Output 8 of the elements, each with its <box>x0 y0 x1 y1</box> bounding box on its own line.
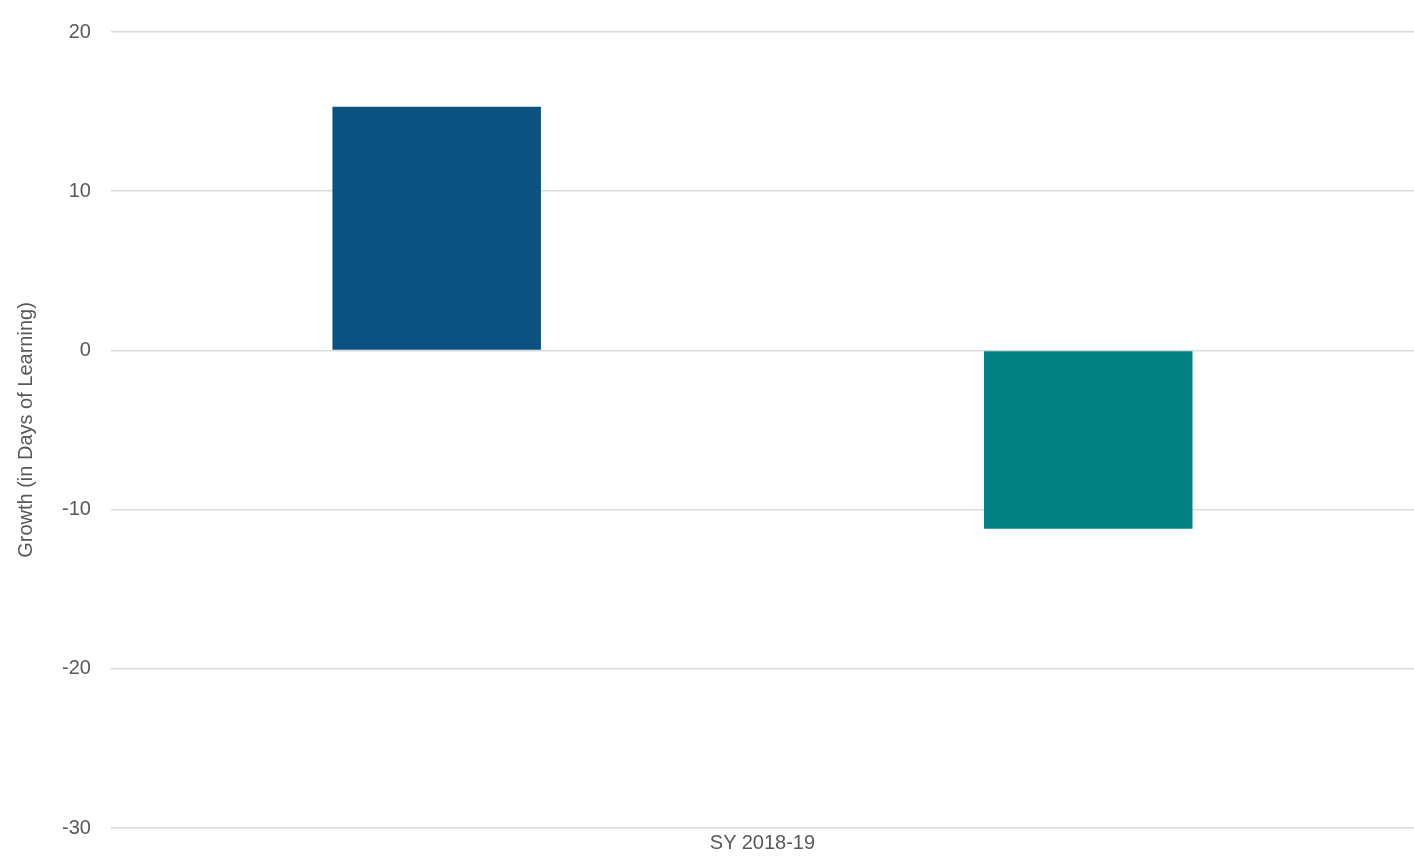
x-tick-label: SY 2018-19 <box>709 830 816 853</box>
y-tick-label: 0 <box>79 337 91 360</box>
y-tick-label: 10 <box>68 178 91 201</box>
y-tick-label: -30 <box>62 815 91 838</box>
y-axis-title: Growth (in Days of Learning) <box>13 302 36 558</box>
y-tick-label: -10 <box>62 497 91 520</box>
y-tick-label: 20 <box>68 19 91 42</box>
y-tick-label: -20 <box>62 656 91 679</box>
